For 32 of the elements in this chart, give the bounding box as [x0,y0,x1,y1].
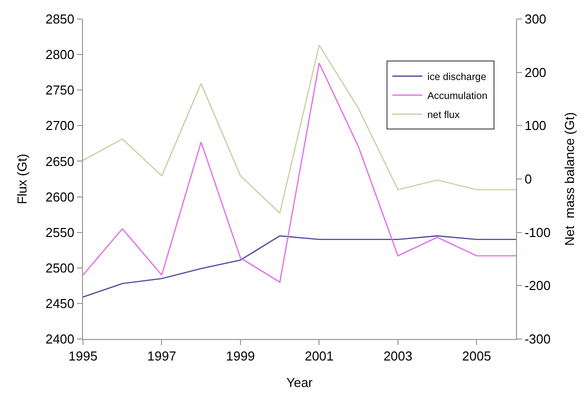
y-tick-label: 2500 [45,260,74,276]
y-tick-label: 2400 [45,332,74,347]
y2-tick-label: -300 [524,332,551,347]
x-tick-label: 2005 [462,348,492,364]
line-series [83,235,516,298]
x-tick-label: 1999 [226,348,255,364]
y-tick-label: 2750 [45,82,74,98]
x-tick-label: 2003 [383,348,412,364]
y2-axis-title: Net mass balance (Gt) [562,112,578,246]
line-series [83,44,516,214]
x-axis-title: Year [286,375,314,390]
x-tick-label: 2001 [304,348,334,364]
y-tick-label: 2450 [45,296,74,311]
y-tick-label: 2650 [45,154,74,169]
y2-tick-label: 300 [524,12,546,27]
y2-tick-label: 100 [524,118,546,134]
y-axis-title: Flux (Gt) [14,154,30,204]
legend-label: Accumulation [427,91,488,102]
line-series [83,62,516,283]
y2-tick-label: -200 [524,278,551,294]
y-tick-label: 2850 [45,12,74,27]
y-tick-label: 2550 [45,224,74,240]
y2-tick-label: -100 [524,224,551,240]
x-tick-label: 1997 [147,348,176,364]
y2-tick-label: 200 [524,64,546,80]
y-tick-label: 2800 [45,47,74,62]
y2-tick-label: 0 [524,172,532,187]
y-tick-label: 2700 [45,118,74,134]
legend-label: net flux [427,110,460,121]
y-tick-label: 2600 [45,189,74,204]
legend-label: ice discharge [427,72,487,83]
x-tick-label: 1995 [68,348,98,364]
